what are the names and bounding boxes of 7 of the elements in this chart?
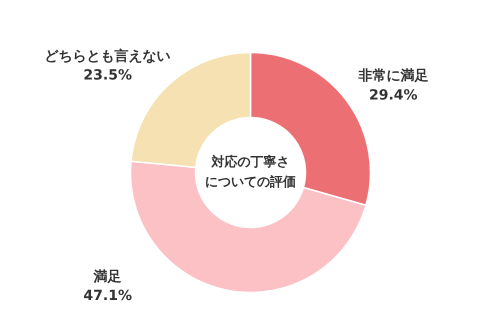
slice-label: どちらとも言えない <box>44 47 171 64</box>
slice-label: 非常に満足 <box>357 68 428 84</box>
data-label: 47.1% <box>83 288 132 304</box>
text: 対応の丁寧さについての評価 <box>205 154 296 190</box>
slice-label: 満足 <box>92 268 122 285</box>
data-label: 23.5% <box>83 68 132 84</box>
data-label: 29.4% <box>369 87 418 104</box>
